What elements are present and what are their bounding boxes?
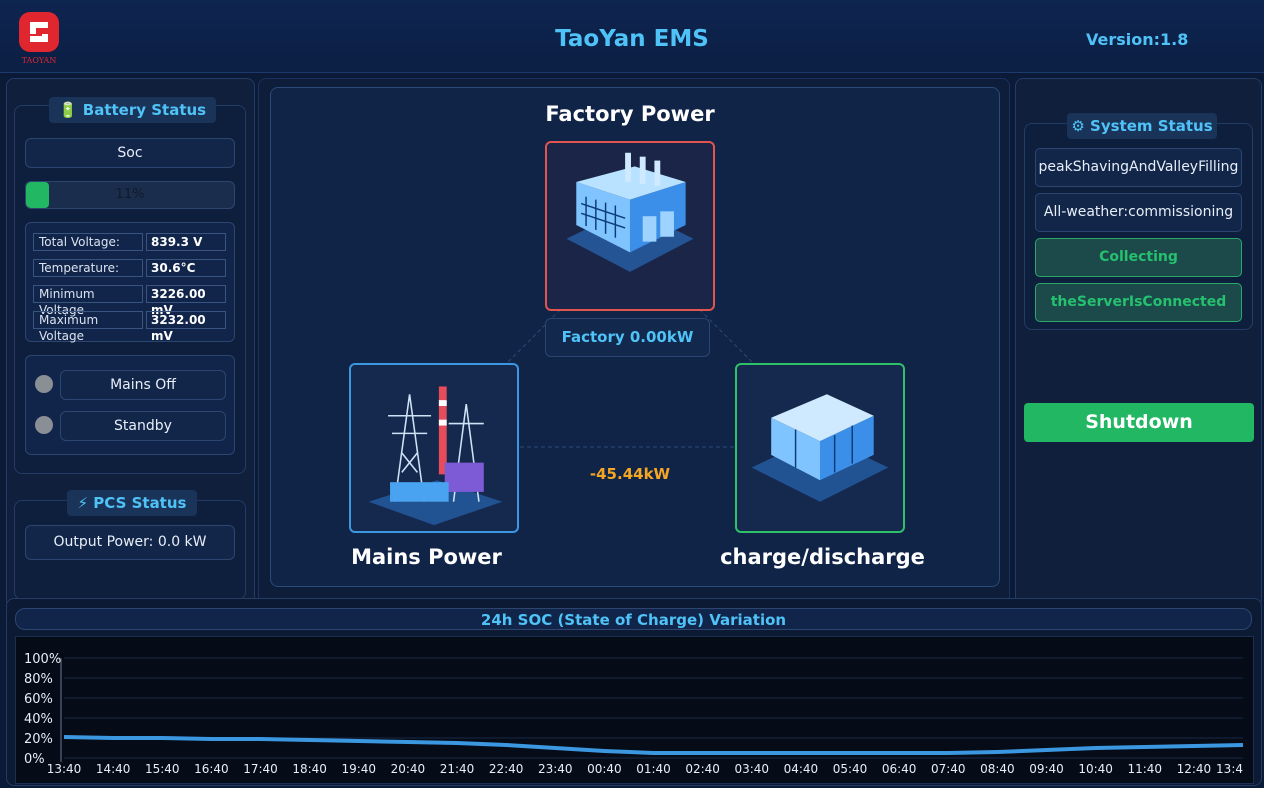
- app-title: TaoYan EMS: [555, 26, 709, 52]
- battery-status-title: 🔋 Battery Status: [49, 97, 216, 123]
- x-tick-label: 15:40: [145, 762, 180, 776]
- factory-power-title: Factory Power: [545, 102, 715, 126]
- charge-discharge-title: charge/discharge: [720, 545, 925, 569]
- x-tick-label: 22:40: [489, 762, 524, 776]
- mains-off-label: Mains Off: [60, 370, 226, 400]
- temperature-value: 30.6°C: [146, 259, 226, 277]
- mains-node[interactable]: [349, 363, 519, 533]
- x-tick-label: 07:40: [931, 762, 966, 776]
- pcs-output-power: Output Power: 0.0 kW: [25, 525, 235, 560]
- temperature-label: Temperature:: [33, 259, 143, 277]
- factory-node[interactable]: [545, 141, 715, 311]
- battery-metrics: [25, 222, 235, 342]
- x-tick-label: 11:40: [1127, 762, 1162, 776]
- y-tick-label: 60%: [24, 692, 53, 707]
- x-tick-label: 14:40: [96, 762, 131, 776]
- mains-off-indicator-dot: [35, 375, 53, 393]
- min-voltage-value: 3226.00 mV: [146, 285, 226, 317]
- collecting-status: Collecting: [1035, 238, 1242, 277]
- x-tick-label: 13:4: [1216, 762, 1243, 776]
- standby-indicator-dot: [35, 416, 53, 434]
- y-tick-label: 80%: [24, 672, 53, 687]
- x-tick-label: 05:40: [833, 762, 868, 776]
- x-tick-label: 13:40: [47, 762, 82, 776]
- taoyan-logo: TAOYAN: [19, 12, 59, 65]
- factory-reading: Factory 0.00kW: [545, 318, 710, 357]
- x-tick-label: 12:40: [1177, 762, 1212, 776]
- x-tick-label: 20:40: [391, 762, 426, 776]
- x-tick-label: 16:40: [194, 762, 229, 776]
- min-voltage-label: Minimum Voltage: [33, 285, 143, 317]
- pcs-status-title: ⚡ PCS Status: [67, 490, 197, 516]
- mains-power-title: Mains Power: [351, 545, 502, 569]
- factory-icon: [566, 152, 694, 272]
- svg-text:TAOYAN: TAOYAN: [22, 56, 57, 65]
- system-status-title: ⚙ System Status: [1067, 113, 1217, 139]
- y-tick-label: 0%: [24, 752, 45, 767]
- y-tick-label: 40%: [24, 712, 53, 727]
- x-tick-label: 10:40: [1078, 762, 1113, 776]
- x-tick-label: 18:40: [292, 762, 327, 776]
- x-tick-label: 21:40: [440, 762, 475, 776]
- battery-storage-icon: [751, 394, 889, 502]
- soc-chart-title: 24h SOC (State of Charge) Variation: [15, 608, 1252, 630]
- x-tick-label: 17:40: [243, 762, 278, 776]
- soc-line-chart: 100% 80% 60% 40% 20% 0%13:40 14:40 15:40 16:40 17…: [24, 652, 1244, 776]
- storage-node[interactable]: [735, 363, 905, 533]
- total-voltage-label: Total Voltage:: [33, 233, 143, 251]
- mode-status: peakShavingAndValleyFilling: [1035, 148, 1242, 187]
- commissioning-status: All-weather:commissioning: [1035, 193, 1242, 232]
- soc-series-line: [63, 735, 1244, 755]
- x-tick-label: 06:40: [882, 762, 917, 776]
- y-tick-label: 100%: [24, 652, 61, 667]
- total-voltage-value: 839.3 V: [146, 233, 226, 251]
- x-tick-label: 00:40: [587, 762, 622, 776]
- power-grid-icon: [368, 386, 503, 526]
- soc-chart-area: 100% 80% 60% 40% 20% 0% 13:40 14:40 15:40 16:40 17…: [15, 636, 1254, 784]
- x-tick-label: 23:40: [538, 762, 573, 776]
- server-connection-status: theServerIsConnected: [1035, 283, 1242, 322]
- max-voltage-label: Maximum Voltage: [33, 311, 143, 343]
- x-tick-label: 19:40: [341, 762, 376, 776]
- x-tick-label: 01:40: [636, 762, 671, 776]
- soc-percent: 11%: [115, 187, 145, 202]
- soc-label: Soc: [25, 138, 235, 168]
- grid-power-reading: -45.44kW: [589, 465, 671, 483]
- x-tick-label: 08:40: [980, 762, 1015, 776]
- shutdown-button[interactable]: Shutdown: [1024, 403, 1254, 442]
- x-tick-label: 04:40: [784, 762, 819, 776]
- max-voltage-value: 3232.00 mV: [146, 311, 226, 343]
- x-tick-label: 03:40: [734, 762, 769, 776]
- app-header: TAOYAN TaoYan EMS Version:1.8: [0, 0, 1264, 73]
- version-label: Version:1.8: [1086, 30, 1189, 49]
- standby-label: Standby: [60, 411, 226, 441]
- soc-progress-bar: 11%: [25, 181, 235, 209]
- y-tick-label: 20%: [24, 732, 53, 747]
- x-tick-label: 09:40: [1029, 762, 1064, 776]
- x-tick-label: 02:40: [685, 762, 720, 776]
- soc-progress-fill: [26, 182, 49, 208]
